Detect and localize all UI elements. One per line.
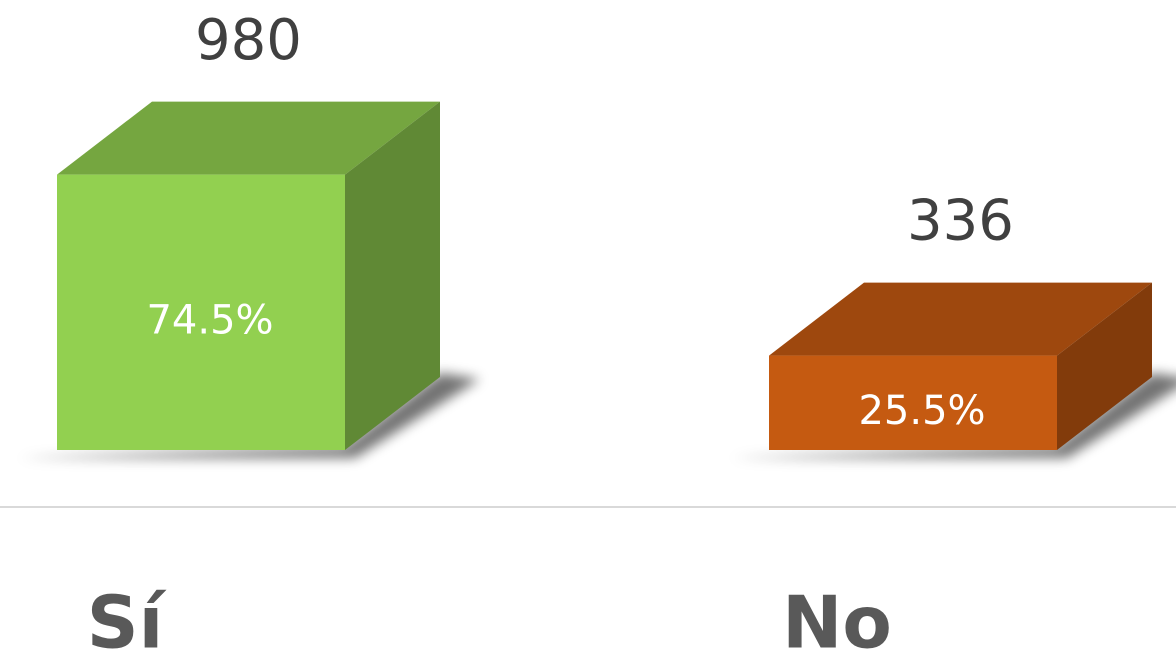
bar-top bbox=[769, 282, 1152, 356]
bar-side bbox=[1057, 282, 1152, 450]
value-label: 336 bbox=[907, 189, 1014, 254]
category-label: Sí bbox=[87, 581, 167, 661]
value-label: 980 bbox=[195, 8, 302, 73]
bar-top bbox=[57, 101, 440, 175]
bar-front bbox=[769, 355, 1057, 450]
bar-side bbox=[345, 101, 440, 451]
bar-front bbox=[57, 174, 345, 450]
percent-label: 25.5% bbox=[858, 388, 985, 434]
bar-shadow bbox=[17, 373, 480, 458]
category-label: No bbox=[782, 581, 892, 661]
percent-label: 74.5% bbox=[146, 297, 273, 343]
